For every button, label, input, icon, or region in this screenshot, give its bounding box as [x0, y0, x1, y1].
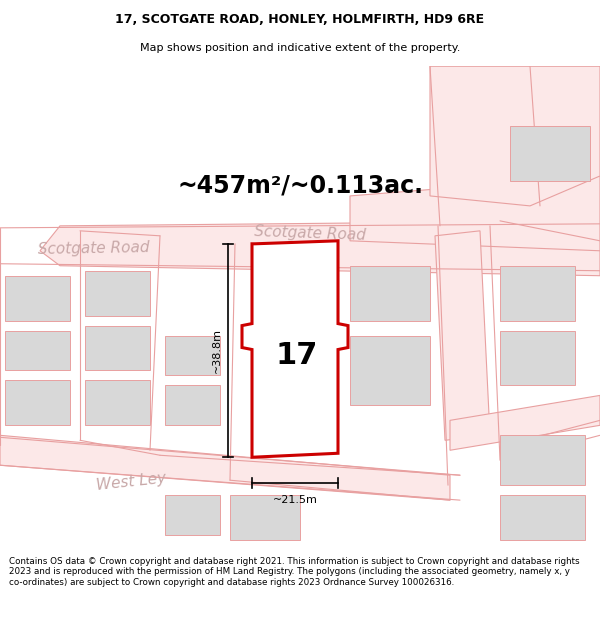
Text: 17, SCOTGATE ROAD, HONLEY, HOLMFIRTH, HD9 6RE: 17, SCOTGATE ROAD, HONLEY, HOLMFIRTH, HD…	[115, 13, 485, 26]
Polygon shape	[5, 331, 70, 371]
Text: Contains OS data © Crown copyright and database right 2021. This information is : Contains OS data © Crown copyright and d…	[9, 557, 580, 587]
Text: Scotgate Road: Scotgate Road	[38, 240, 150, 258]
Polygon shape	[500, 435, 585, 485]
Polygon shape	[85, 271, 150, 316]
Polygon shape	[350, 176, 600, 251]
Polygon shape	[510, 126, 590, 181]
Text: ~21.5m: ~21.5m	[272, 495, 317, 505]
Polygon shape	[165, 336, 220, 376]
Polygon shape	[500, 495, 585, 540]
Polygon shape	[5, 276, 70, 321]
Text: West Ley: West Ley	[95, 471, 166, 493]
Polygon shape	[350, 336, 430, 406]
Polygon shape	[40, 221, 600, 276]
Polygon shape	[165, 386, 220, 426]
Polygon shape	[242, 241, 348, 458]
Polygon shape	[430, 66, 600, 206]
Polygon shape	[500, 266, 575, 321]
Polygon shape	[5, 381, 70, 426]
Text: 17: 17	[276, 341, 318, 370]
Text: Scotgate Road: Scotgate Road	[254, 224, 366, 243]
Text: Map shows position and indicative extent of the property.: Map shows position and indicative extent…	[140, 42, 460, 52]
Polygon shape	[350, 266, 430, 321]
Polygon shape	[0, 435, 450, 500]
Polygon shape	[85, 326, 150, 371]
Polygon shape	[165, 495, 220, 535]
Polygon shape	[500, 331, 575, 386]
Polygon shape	[230, 495, 300, 540]
Text: ~38.8m: ~38.8m	[212, 328, 222, 373]
Polygon shape	[450, 396, 600, 450]
Polygon shape	[435, 231, 490, 440]
Text: ~457m²/~0.113ac.: ~457m²/~0.113ac.	[177, 174, 423, 198]
Polygon shape	[85, 381, 150, 426]
